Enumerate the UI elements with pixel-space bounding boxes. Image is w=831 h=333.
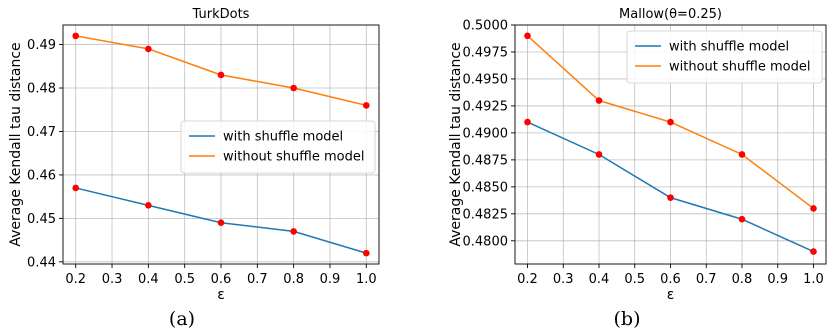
y-tick-label: 0.46 xyxy=(27,168,56,183)
y-tick-label: 0.5000 xyxy=(463,19,509,34)
x-tick-label: 0.3 xyxy=(102,272,123,287)
data-point xyxy=(145,45,152,53)
data-point xyxy=(738,151,746,158)
x-tick-label: 0.2 xyxy=(65,272,86,287)
data-point xyxy=(362,102,370,109)
x-tick-label: 0.9 xyxy=(767,272,788,287)
legend-label: with shuffle model xyxy=(669,40,789,55)
panel-caption: (b) xyxy=(614,308,641,330)
plot-frame xyxy=(514,24,827,265)
x-tick-label: 0.4 xyxy=(589,272,610,287)
data-point xyxy=(362,249,370,257)
x-tick-label: 1.0 xyxy=(356,272,377,287)
y-tick-label: 0.4850 xyxy=(463,180,509,195)
x-tick-label: 0.8 xyxy=(283,272,304,287)
data-point xyxy=(217,71,225,79)
chart-2: 0.2 0.3 0.4 0.5 0.6 0.7 0.8 0.9 1.0 0.4800 0.4825 0… xyxy=(448,7,827,330)
legend-label: with shuffle model xyxy=(223,130,343,145)
y-tick-label: 0.49 xyxy=(27,38,56,53)
data-point xyxy=(72,32,80,40)
x-axis-label: ε xyxy=(667,287,675,303)
y-tick-label: 0.4825 xyxy=(463,207,509,222)
data-point xyxy=(810,248,817,255)
y-tick-label: 0.45 xyxy=(27,212,56,227)
x-tick-label: 0.6 xyxy=(211,272,232,287)
data-point xyxy=(667,118,674,126)
x-tick-label: 0.8 xyxy=(732,272,753,287)
y-tick-label: 0.4800 xyxy=(463,234,509,249)
x-tick-label: 0.9 xyxy=(320,272,341,287)
x-tick-label: 0.3 xyxy=(553,272,574,287)
y-axis-label: Average Kendall tau distance xyxy=(448,42,464,246)
data-point xyxy=(290,84,297,92)
data-point xyxy=(595,97,603,104)
y-tick-label: 0.4875 xyxy=(463,153,509,168)
chart-title: Mallow(θ=0.25) xyxy=(619,7,722,22)
legend-box xyxy=(626,30,823,84)
x-tick-label: 0.5 xyxy=(174,272,195,287)
data-point xyxy=(524,118,531,126)
data-point xyxy=(217,219,225,227)
x-tick-label: 0.4 xyxy=(138,272,159,287)
data-point xyxy=(667,194,674,201)
y-tick-label: 0.48 xyxy=(27,82,56,97)
legend-label: without shuffle model xyxy=(669,60,810,75)
data-point xyxy=(738,215,746,223)
legend-label: without shuffle model xyxy=(223,150,364,165)
x-tick-label: 1.0 xyxy=(803,272,824,287)
legend-box xyxy=(180,120,376,174)
x-tick-label: 0.7 xyxy=(247,272,268,287)
x-axis-label: ε xyxy=(217,287,225,303)
y-tick-label: 0.47 xyxy=(27,125,56,140)
legend: with shuffle model without shuffle model xyxy=(626,30,823,84)
panel-caption: (a) xyxy=(169,308,195,330)
plot-frame xyxy=(62,24,380,265)
y-tick-label: 0.4900 xyxy=(463,126,509,141)
data-point xyxy=(72,184,80,192)
y-tick-label: 0.44 xyxy=(27,255,56,270)
chart-title: TurkDots xyxy=(192,7,250,22)
legend: with shuffle model without shuffle model xyxy=(180,120,376,174)
data-point xyxy=(595,151,603,158)
data-point xyxy=(810,205,817,212)
x-tick-label: 0.7 xyxy=(696,272,717,287)
data-point xyxy=(145,202,152,209)
x-tick-label: 0.2 xyxy=(517,272,538,287)
y-axis-label: Average Kendall tau distance xyxy=(8,42,24,246)
x-tick-label: 0.5 xyxy=(624,272,645,287)
data-point xyxy=(290,228,297,235)
y-tick-label: 0.4975 xyxy=(463,45,509,60)
x-tick-label: 0.6 xyxy=(660,272,681,287)
chart-1: 0.2 0.3 0.4 0.5 0.6 0.7 0.8 0.9 1.0 0.44 0.45 0.46 0… xyxy=(8,7,380,330)
data-point xyxy=(524,32,531,40)
y-tick-label: 0.4925 xyxy=(463,99,509,114)
y-tick-label: 0.4950 xyxy=(463,72,509,87)
